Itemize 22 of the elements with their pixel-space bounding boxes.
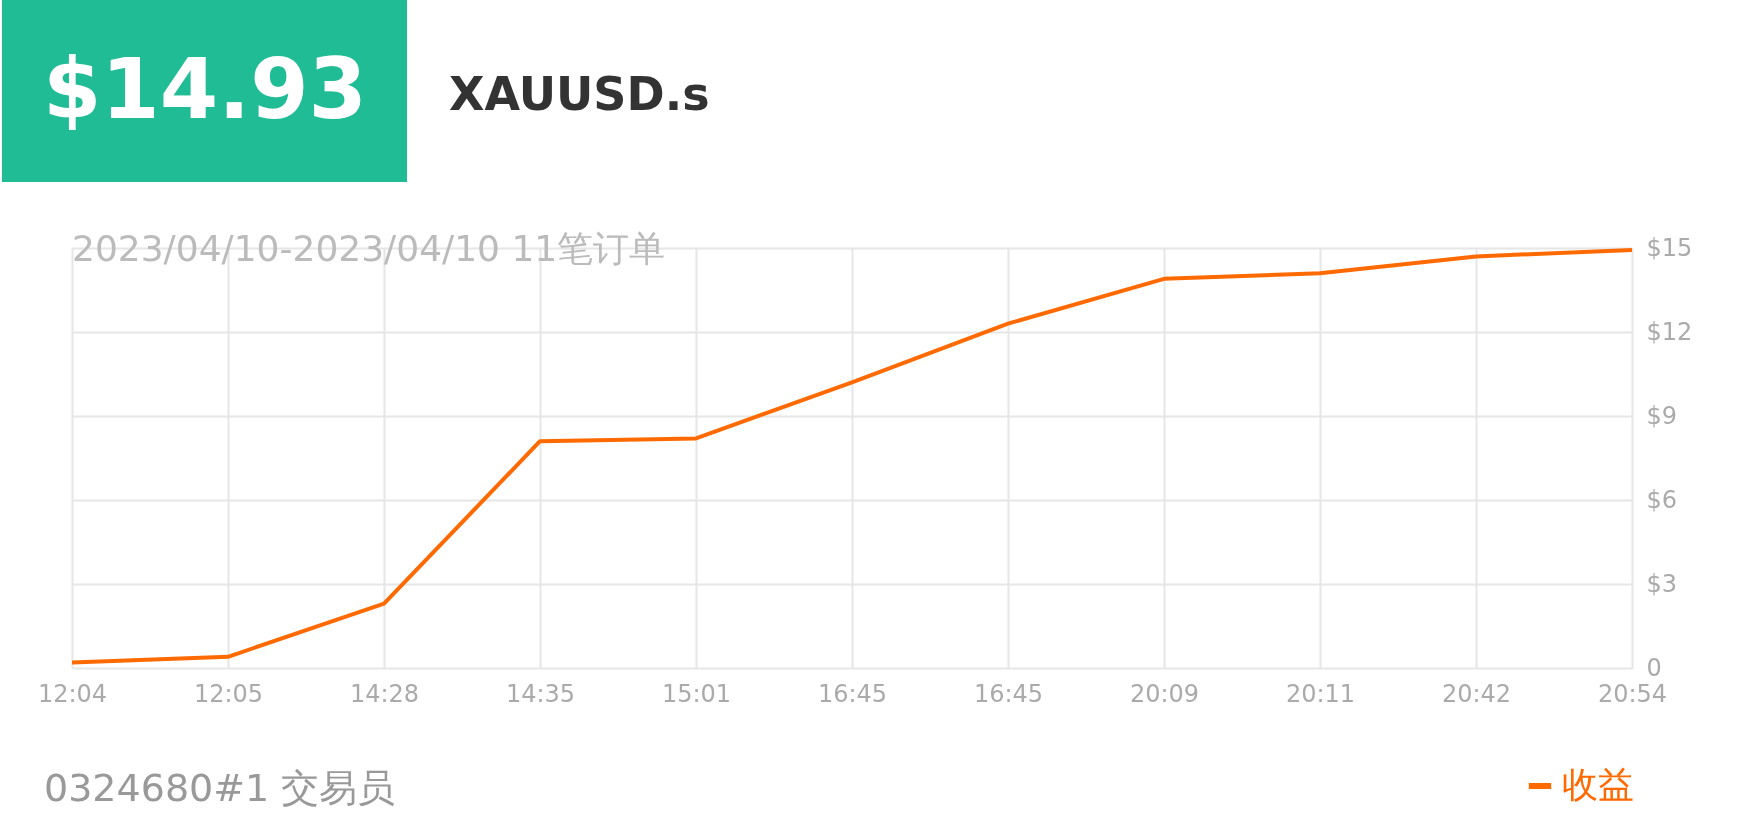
x-tick-label: 20:54	[1597, 679, 1668, 708]
chart-title: XAUUSD.s	[449, 67, 710, 121]
x-tick-label: 14:35	[505, 679, 576, 708]
x-tick-label: 16:45	[973, 679, 1044, 708]
x-tick-label: 14:28	[349, 679, 420, 708]
x-tick-label: 16:45	[817, 679, 888, 708]
x-tick-label: 20:09	[1129, 679, 1200, 708]
x-tick-label: 12:05	[193, 679, 264, 708]
y-tick-label: $3	[1646, 569, 1678, 598]
chart-subtitle: 2023/04/10-2023/04/10 11笔订单	[72, 228, 666, 269]
x-tick-label: 20:11	[1285, 679, 1356, 708]
text: 0324680#1 交易员	[44, 766, 396, 810]
text: $14.93	[42, 40, 368, 138]
x-tick-label: 20:42	[1441, 679, 1512, 708]
x-tick-label: 15:01	[661, 679, 732, 708]
legend-label: 收益	[1562, 764, 1634, 805]
x-tick-label: 12:04	[37, 679, 108, 708]
y-tick-label: 0	[1646, 653, 1662, 682]
y-tick-label: $12	[1646, 317, 1693, 346]
y-tick-label: $15	[1646, 233, 1693, 262]
y-tick-label: $9	[1646, 401, 1678, 430]
y-tick-label: $6	[1646, 485, 1678, 514]
